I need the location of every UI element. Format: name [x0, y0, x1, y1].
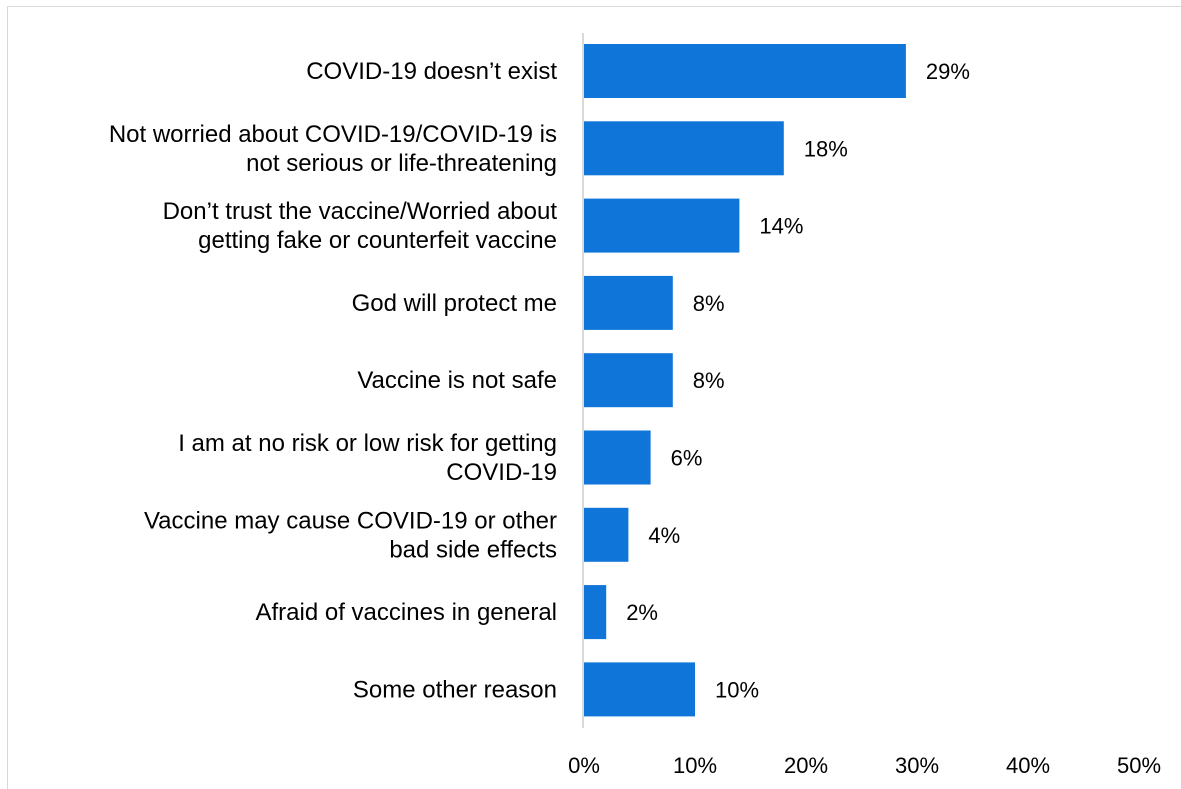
data-label-3: 8%	[693, 291, 725, 316]
category-labels-group: COVID-19 doesn’t exist Not worried about …	[109, 58, 558, 703]
category-label-line: COVID-19	[446, 459, 557, 486]
x-tick-label-3: 30%	[895, 753, 939, 778]
bar-2	[584, 198, 740, 253]
category-label-line: getting fake or counterfeit vaccine	[198, 227, 557, 254]
data-label-4: 8%	[693, 368, 725, 393]
category-label-line: Vaccine may cause COVID-19 or other	[144, 507, 557, 534]
category-label-line: Don’t trust the vaccine/Worried about	[163, 198, 558, 225]
data-label-6: 4%	[648, 523, 680, 548]
x-tick-label-4: 40%	[1006, 753, 1050, 778]
x-tick-label-0: 0%	[568, 753, 600, 778]
category-label-line: Some other reason	[353, 676, 557, 703]
value-labels-group: 29% 18% 14% 8% 8% 6% 4% 2% 10%	[626, 59, 970, 702]
category-label-7: Afraid of vaccines in general	[256, 599, 558, 626]
data-label-5: 6%	[671, 446, 703, 471]
category-label-line: COVID-19 doesn’t exist	[306, 58, 557, 85]
category-label-line: Afraid of vaccines in general	[256, 599, 558, 626]
bar-6	[584, 507, 629, 562]
bar-7	[584, 585, 607, 640]
category-label-1: Not worried about COVID-19/COVID-19 is no…	[109, 121, 557, 177]
bars-group	[584, 44, 906, 717]
bar-4	[584, 353, 673, 408]
x-tick-labels-group: 0% 10% 20% 30% 40% 50%	[568, 753, 1161, 778]
x-tick-label-5: 50%	[1117, 753, 1161, 778]
bar-3	[584, 275, 673, 330]
data-label-1: 18%	[804, 136, 848, 161]
category-label-line: Not worried about COVID-19/COVID-19 is	[109, 121, 557, 148]
bar-5	[584, 430, 651, 485]
x-tick-label-1: 10%	[673, 753, 717, 778]
bar-1	[584, 121, 784, 176]
category-label-2: Don’t trust the vaccine/Worried about get…	[163, 198, 558, 254]
category-label-8: Some other reason	[353, 676, 557, 703]
data-label-7: 2%	[626, 600, 658, 625]
category-label-0: COVID-19 doesn’t exist	[306, 58, 557, 85]
bar-8	[584, 662, 695, 717]
category-label-line: God will protect me	[352, 290, 557, 317]
category-label-4: Vaccine is not safe	[357, 367, 557, 394]
chart-frame	[7, 6, 1181, 789]
category-label-3: God will protect me	[352, 290, 557, 317]
category-label-line: Vaccine is not safe	[357, 367, 557, 394]
bar-0	[584, 44, 906, 98]
category-label-line: bad side effects	[389, 536, 557, 563]
data-label-2: 14%	[759, 214, 803, 239]
category-label-line: not serious or life-threatening	[246, 150, 557, 177]
category-label-5: I am at no risk or low risk for getting C…	[178, 430, 557, 486]
category-label-line: I am at no risk or low risk for getting	[178, 430, 557, 457]
data-label-8: 10%	[715, 677, 759, 702]
x-tick-label-2: 20%	[784, 753, 828, 778]
category-label-6: Vaccine may cause COVID-19 or other bad s…	[144, 507, 557, 563]
data-label-0: 29%	[926, 59, 970, 84]
